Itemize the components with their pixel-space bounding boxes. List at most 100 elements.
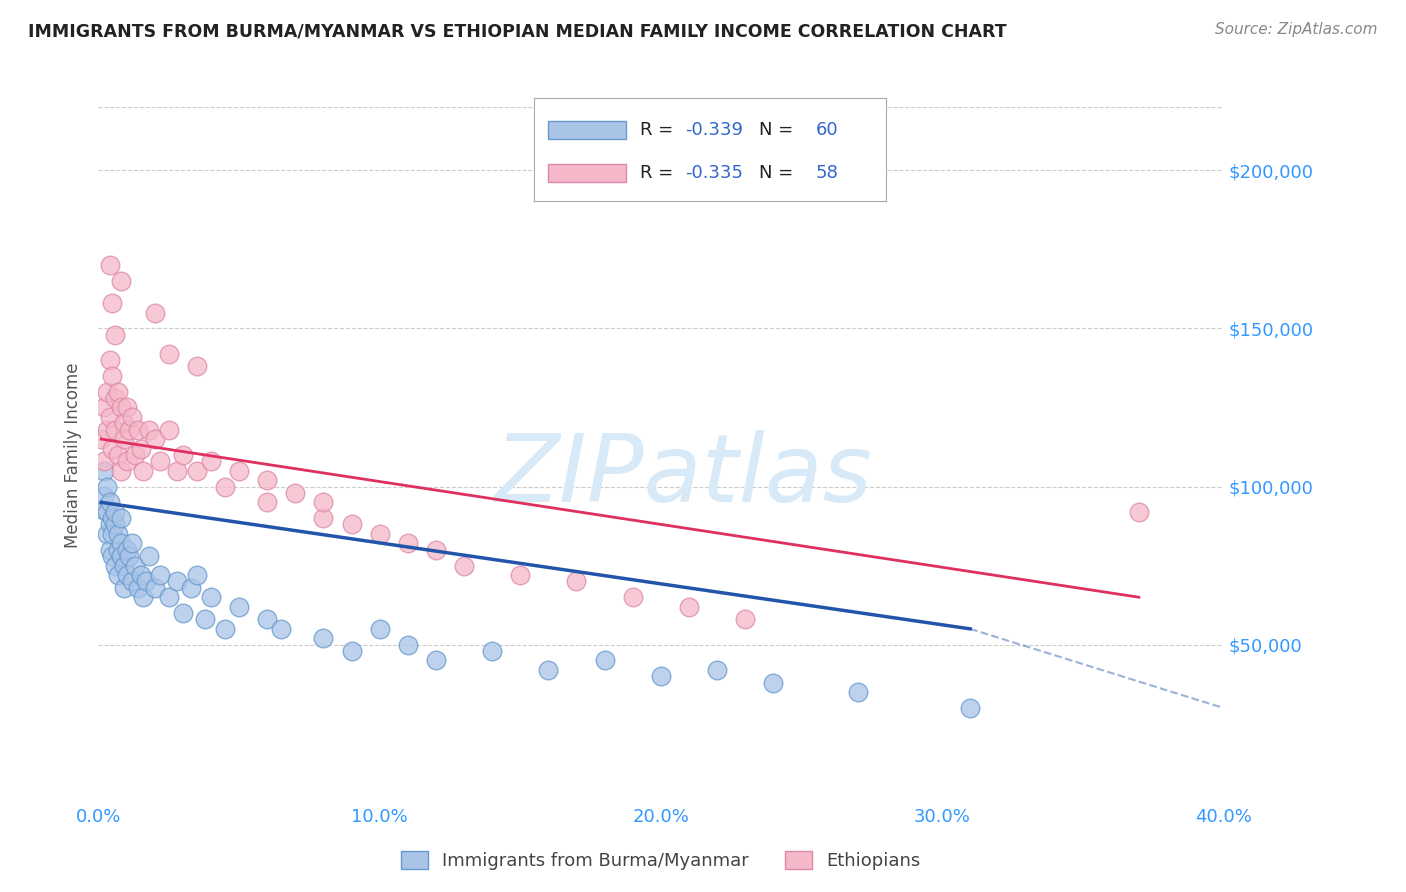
Point: [312, 495, 335, 509]
Point: [959, 701, 981, 715]
Point: [132, 591, 155, 605]
Point: [138, 423, 160, 437]
Point: [110, 536, 132, 550]
Point: [98, 353, 121, 368]
Point: [121, 409, 143, 424]
Bar: [548, 164, 626, 182]
Point: [200, 454, 222, 468]
Point: [104, 505, 127, 519]
Point: [650, 669, 672, 683]
Point: [107, 384, 129, 399]
Point: [93, 489, 115, 503]
Point: [96, 505, 118, 519]
Point: [138, 549, 160, 563]
Point: [214, 622, 236, 636]
Point: [124, 558, 146, 573]
Point: [115, 401, 138, 415]
Point: [124, 448, 146, 462]
Point: [256, 473, 278, 487]
Point: [135, 574, 157, 589]
Point: [107, 542, 129, 557]
Point: [762, 675, 785, 690]
Text: -0.339: -0.339: [686, 121, 744, 139]
Point: [256, 495, 278, 509]
Point: [157, 423, 180, 437]
Point: [481, 644, 503, 658]
Legend: Immigrants from Burma/Myanmar, Ethiopians: Immigrants from Burma/Myanmar, Ethiopian…: [394, 844, 928, 877]
Point: [593, 653, 616, 667]
Point: [143, 581, 166, 595]
Text: N =: N =: [759, 121, 799, 139]
Text: IMMIGRANTS FROM BURMA/MYANMAR VS ETHIOPIAN MEDIAN FAMILY INCOME CORRELATION CHAR: IMMIGRANTS FROM BURMA/MYANMAR VS ETHIOPI…: [28, 22, 1007, 40]
Point: [186, 359, 208, 374]
Point: [194, 612, 217, 626]
Point: [90, 501, 112, 516]
Point: [149, 454, 172, 468]
Point: [453, 558, 475, 573]
Text: Source: ZipAtlas.com: Source: ZipAtlas.com: [1215, 22, 1378, 37]
Point: [112, 432, 135, 446]
Point: [734, 612, 756, 626]
Point: [98, 542, 121, 557]
Point: [270, 622, 292, 636]
Point: [90, 432, 112, 446]
Point: [104, 327, 127, 342]
Bar: [548, 120, 626, 139]
Point: [200, 591, 222, 605]
Point: [621, 591, 644, 605]
Point: [112, 558, 135, 573]
Point: [678, 599, 700, 614]
Text: 60: 60: [815, 121, 838, 139]
Point: [228, 599, 250, 614]
Text: 58: 58: [815, 164, 838, 182]
Point: [112, 417, 135, 431]
Point: [368, 622, 391, 636]
Point: [121, 536, 143, 550]
Text: -0.335: -0.335: [686, 164, 744, 182]
Point: [98, 517, 121, 532]
Point: [104, 391, 127, 405]
Point: [104, 423, 127, 437]
Point: [706, 663, 728, 677]
Point: [143, 305, 166, 319]
Point: [98, 495, 121, 509]
Point: [846, 685, 869, 699]
Point: [104, 558, 127, 573]
Point: [312, 632, 335, 646]
Point: [101, 549, 124, 563]
Point: [143, 432, 166, 446]
Point: [425, 542, 447, 557]
Point: [112, 581, 135, 595]
Point: [312, 511, 335, 525]
Point: [180, 581, 202, 595]
Point: [127, 423, 149, 437]
Point: [96, 479, 118, 493]
Point: [121, 574, 143, 589]
Point: [110, 274, 132, 288]
Text: ZIPatlas: ZIPatlas: [495, 430, 872, 521]
Point: [127, 581, 149, 595]
Point: [96, 527, 118, 541]
Point: [214, 479, 236, 493]
Point: [157, 347, 180, 361]
Point: [396, 536, 419, 550]
Point: [186, 464, 208, 478]
Point: [396, 638, 419, 652]
Point: [157, 591, 180, 605]
Point: [118, 549, 141, 563]
Point: [98, 409, 121, 424]
Point: [149, 568, 172, 582]
Point: [101, 296, 124, 310]
Point: [509, 568, 531, 582]
Point: [101, 527, 124, 541]
Point: [110, 401, 132, 415]
Point: [1128, 505, 1150, 519]
Point: [256, 612, 278, 626]
Point: [129, 442, 152, 456]
Point: [425, 653, 447, 667]
Point: [110, 464, 132, 478]
Point: [110, 549, 132, 563]
Point: [96, 384, 118, 399]
Point: [107, 448, 129, 462]
Text: N =: N =: [759, 164, 799, 182]
